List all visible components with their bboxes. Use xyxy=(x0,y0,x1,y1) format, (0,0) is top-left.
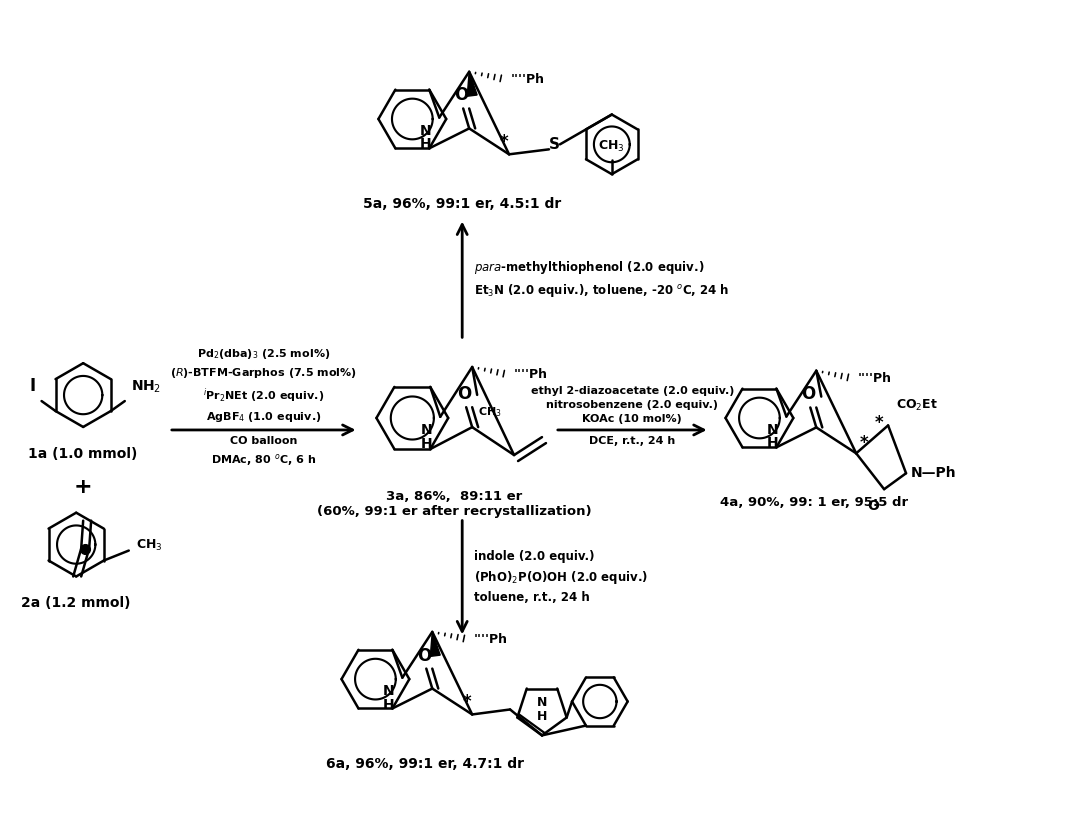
Text: H: H xyxy=(420,437,432,451)
Text: H: H xyxy=(420,138,431,151)
Text: 1a (1.0 mmol): 1a (1.0 mmol) xyxy=(28,447,138,461)
Text: CO balloon
DMAc, 80 $^o$C, 6 h: CO balloon DMAc, 80 $^o$C, 6 h xyxy=(212,436,316,468)
Text: O: O xyxy=(454,87,469,104)
Text: ''''Ph: ''''Ph xyxy=(859,372,892,385)
Text: H: H xyxy=(382,697,394,711)
Text: 4a, 90%, 99: 1 er, 95:5 dr: 4a, 90%, 99: 1 er, 95:5 dr xyxy=(720,496,908,509)
Text: CO$_2$Et: CO$_2$Et xyxy=(896,398,939,413)
Text: ''''Ph: ''''Ph xyxy=(514,368,548,382)
Text: ethyl 2-diazoacetate (2.0 equiv.)
nitrosobenzene (2.0 equiv.)
KOAc (10 mol%): ethyl 2-diazoacetate (2.0 equiv.) nitros… xyxy=(530,386,734,424)
Text: ''''Ph: ''''Ph xyxy=(511,73,545,86)
Text: CH$_3$: CH$_3$ xyxy=(136,538,162,553)
Text: CH$_3$: CH$_3$ xyxy=(478,405,502,418)
Text: *: * xyxy=(463,694,472,711)
Polygon shape xyxy=(468,72,477,96)
Text: 6a, 96%, 99:1 er, 4.7:1 dr: 6a, 96%, 99:1 er, 4.7:1 dr xyxy=(326,757,524,771)
Text: I: I xyxy=(29,377,36,395)
Text: N: N xyxy=(767,423,779,437)
Polygon shape xyxy=(430,632,441,656)
Text: NH$_2$: NH$_2$ xyxy=(131,379,161,395)
Text: O: O xyxy=(867,499,879,514)
Text: N: N xyxy=(382,684,394,698)
Text: *: * xyxy=(860,434,868,453)
Text: O: O xyxy=(417,646,431,665)
Text: $\it{para}$-methylthiophenol (2.0 equiv.)
Et$_3$N (2.0 equiv.), toluene, -20 $^o: $\it{para}$-methylthiophenol (2.0 equiv.… xyxy=(474,260,729,300)
Text: 2a (1.2 mmol): 2a (1.2 mmol) xyxy=(22,596,131,610)
Text: Pd$_2$(dba)$_3$ (2.5 mol%)
($R$)-BTFM-Garphos (7.5 mol%)
$^i$Pr$_2$NEt (2.0 equi: Pd$_2$(dba)$_3$ (2.5 mol%) ($R$)-BTFM-Ga… xyxy=(171,347,357,424)
Text: CH$_3$: CH$_3$ xyxy=(598,139,625,154)
Text: DCE, r.t., 24 h: DCE, r.t., 24 h xyxy=(589,436,675,446)
Text: +: + xyxy=(73,477,93,497)
Text: O: O xyxy=(457,385,471,403)
Text: *: * xyxy=(875,414,883,433)
Text: ''''Ph: ''''Ph xyxy=(474,633,509,646)
Text: *: * xyxy=(500,134,509,151)
Text: 5a, 96%, 99:1 er, 4.5:1 dr: 5a, 96%, 99:1 er, 4.5:1 dr xyxy=(363,197,562,210)
Text: H: H xyxy=(537,711,548,723)
Text: N—Ph: N—Ph xyxy=(912,466,957,480)
Text: N: N xyxy=(420,124,431,138)
Text: H: H xyxy=(767,437,779,451)
Text: N: N xyxy=(420,423,432,437)
Text: 3a, 86%,  89:11 er
(60%, 99:1 er after recrystallization): 3a, 86%, 89:11 er (60%, 99:1 er after re… xyxy=(316,490,592,518)
Text: S: S xyxy=(549,137,559,152)
Text: indole (2.0 equiv.)
(PhO)$_2$P(O)OH (2.0 equiv.)
toluene, r.t., 24 h: indole (2.0 equiv.) (PhO)$_2$P(O)OH (2.0… xyxy=(474,550,648,605)
Text: N: N xyxy=(537,696,548,710)
Text: O: O xyxy=(801,386,815,403)
